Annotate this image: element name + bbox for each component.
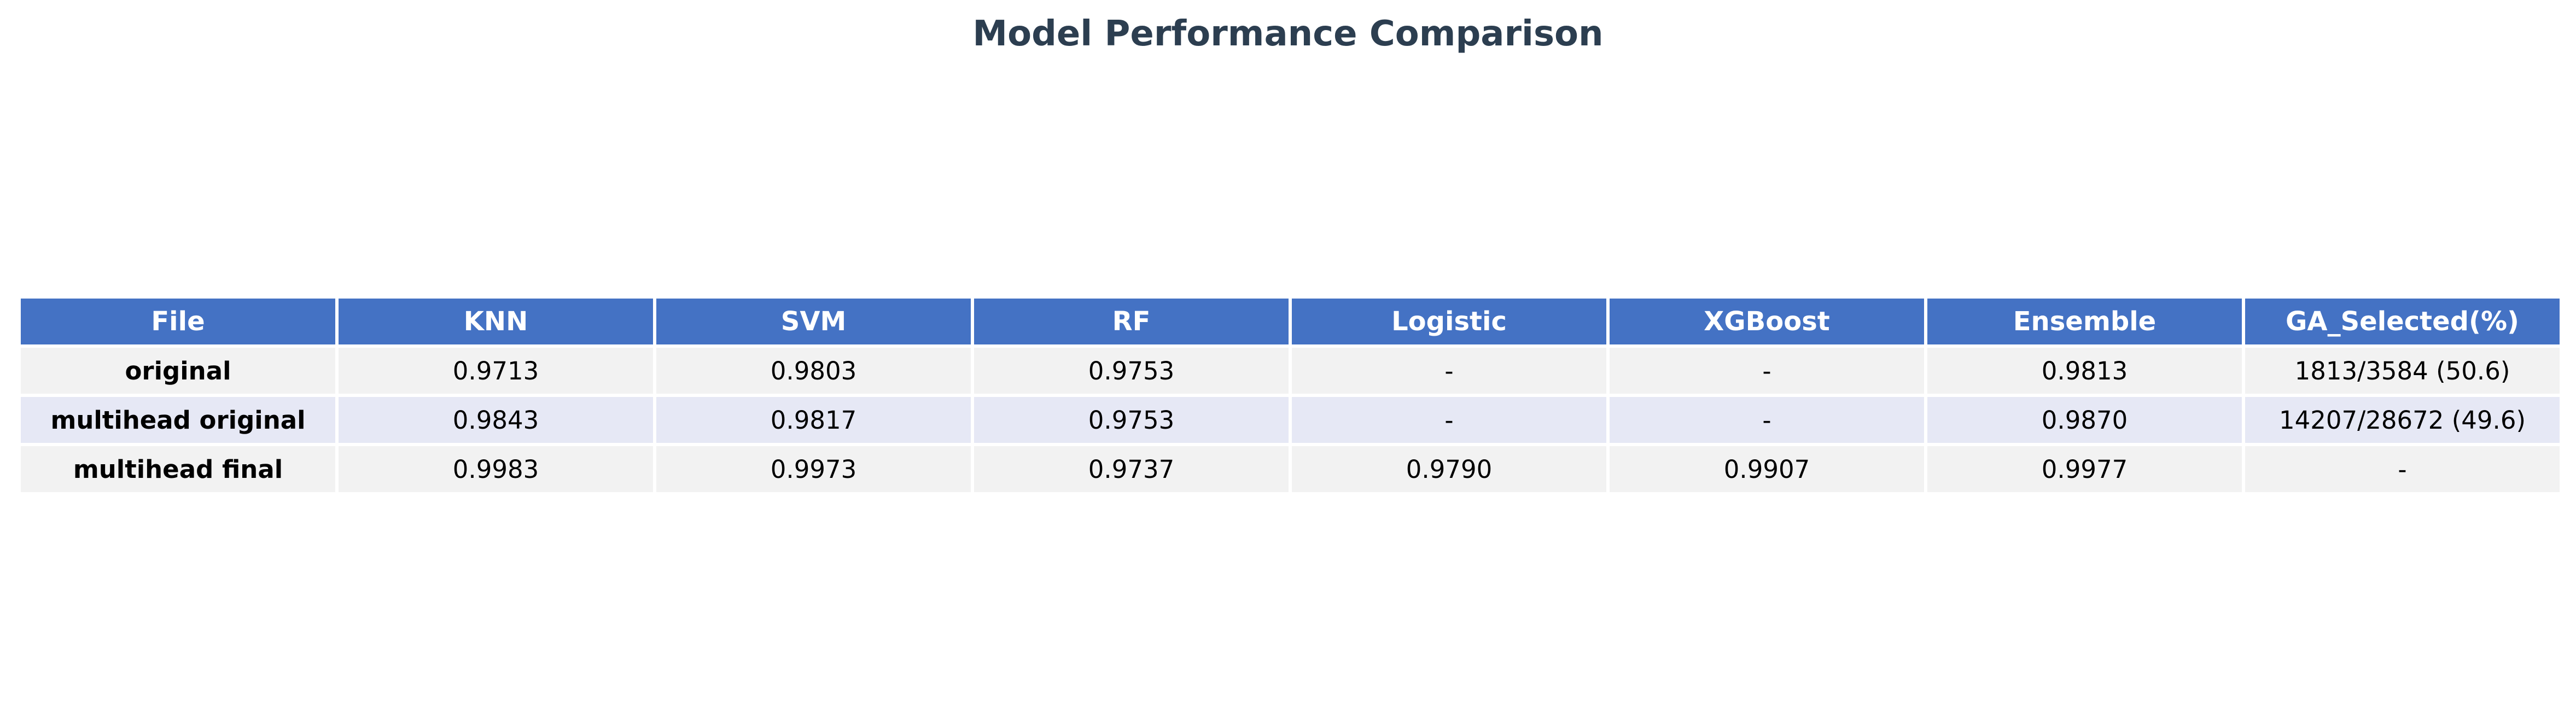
table-row: multihead original 0.9843 0.9817 0.9753 … [18,394,2563,446]
header-rf: RF [971,295,1292,348]
xgboost-cell: 0.9907 [1606,443,1927,495]
logistic-cell: 0.9790 [1289,443,1610,495]
xgboost-cell: - [1606,394,1927,446]
file-cell: original [18,344,339,397]
rf-cell: 0.9753 [971,394,1292,446]
header-logistic: Logistic [1289,295,1610,348]
rf-cell: 0.9753 [971,344,1292,397]
ga-selected-cell: 14207/28672 (49.6) [2242,394,2563,446]
table-header: File KNN SVM RF Logistic XGBoost Ensembl… [18,295,2563,348]
ga-selected-cell: 1813/3584 (50.6) [2242,344,2563,397]
rf-cell: 0.9737 [971,443,1292,495]
svm-cell: 0.9817 [653,394,974,446]
ga-selected-cell: - [2242,443,2563,495]
logistic-cell: - [1289,394,1610,446]
file-cell: multihead final [18,443,339,495]
knn-cell: 0.9713 [335,344,656,397]
table-row: original 0.9713 0.9803 0.9753 - - 0.9813… [18,344,2563,397]
header-knn: KNN [335,295,656,348]
ensemble-cell: 0.9813 [1924,344,2245,397]
table-body: original 0.9713 0.9803 0.9753 - - 0.9813… [18,344,2563,495]
knn-cell: 0.9843 [335,394,656,446]
file-cell: multihead original [18,394,339,446]
header-row: File KNN SVM RF Logistic XGBoost Ensembl… [18,295,2563,348]
table-row: multihead final 0.9983 0.9973 0.9737 0.9… [18,443,2563,495]
header-xgboost: XGBoost [1606,295,1927,348]
header-ensemble: Ensemble [1924,295,2245,348]
logistic-cell: - [1289,344,1610,397]
svm-cell: 0.9973 [653,443,974,495]
xgboost-cell: - [1606,344,1927,397]
header-svm: SVM [653,295,974,348]
header-file: File [18,295,339,348]
ensemble-cell: 0.9870 [1924,394,2245,446]
performance-table: File KNN SVM RF Logistic XGBoost Ensembl… [18,295,2563,495]
chart-title: Model Performance Comparison [972,14,1604,54]
ensemble-cell: 0.9977 [1924,443,2245,495]
knn-cell: 0.9983 [335,443,656,495]
svm-cell: 0.9803 [653,344,974,397]
header-ga-selected: GA_Selected(%) [2242,295,2563,348]
